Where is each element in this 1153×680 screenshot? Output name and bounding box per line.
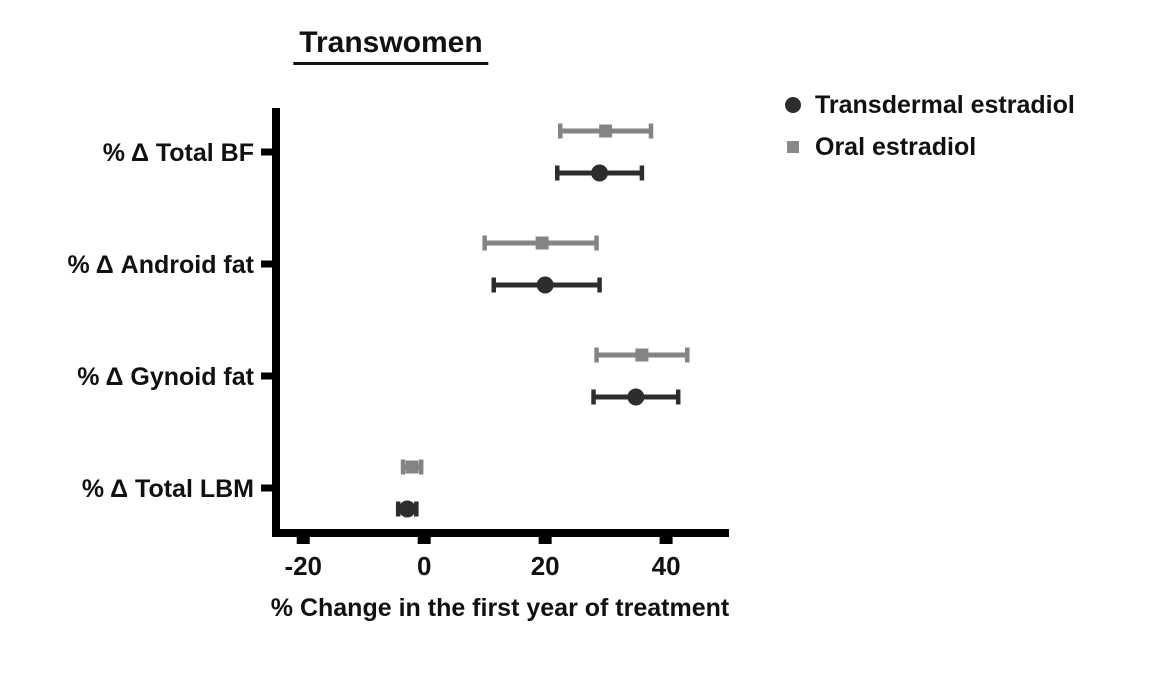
chart-title: Transwomen — [293, 26, 489, 65]
y-axis-line — [272, 108, 280, 537]
category-label: % Δ Gynoid fat — [77, 363, 254, 391]
data-point-marker — [627, 388, 645, 406]
x-axis-tick — [659, 535, 673, 544]
data-point-marker — [591, 164, 609, 182]
x-axis-tick — [417, 535, 431, 544]
square-marker-icon — [784, 141, 802, 153]
circle-marker-icon — [784, 97, 802, 113]
y-axis-tick — [261, 372, 272, 380]
category-label: % Δ Total BF — [103, 139, 254, 167]
x-tick-label: 40 — [652, 551, 681, 581]
y-axis-tick — [261, 484, 272, 492]
data-point-marker — [635, 348, 649, 362]
legend: Transdermal estradiol Oral estradiol — [784, 84, 1075, 168]
data-point-marker — [599, 124, 613, 138]
data-point-marker — [398, 500, 416, 518]
category-label: % Δ Android fat — [68, 251, 255, 279]
legend-item-oral: Oral estradiol — [784, 126, 1075, 168]
x-axis-tick — [538, 535, 552, 544]
legend-item-transdermal: Transdermal estradiol — [784, 84, 1075, 126]
data-point-marker — [536, 276, 554, 294]
x-tick-label: 0 — [417, 551, 431, 581]
x-axis-tick — [296, 535, 310, 544]
legend-label: Transdermal estradiol — [815, 90, 1075, 119]
data-point-marker — [535, 236, 549, 250]
y-axis-tick — [261, 260, 272, 268]
x-tick-label: 20 — [531, 551, 560, 581]
x-tick-label: -20 — [284, 551, 322, 581]
category-label: % Δ Total LBM — [82, 475, 254, 503]
y-axis-tick — [261, 148, 272, 156]
legend-label: Oral estradiol — [815, 132, 977, 161]
x-axis-title: % Change in the first year of treatment — [270, 594, 730, 622]
data-point-marker — [405, 460, 419, 474]
x-axis-line — [272, 529, 729, 537]
